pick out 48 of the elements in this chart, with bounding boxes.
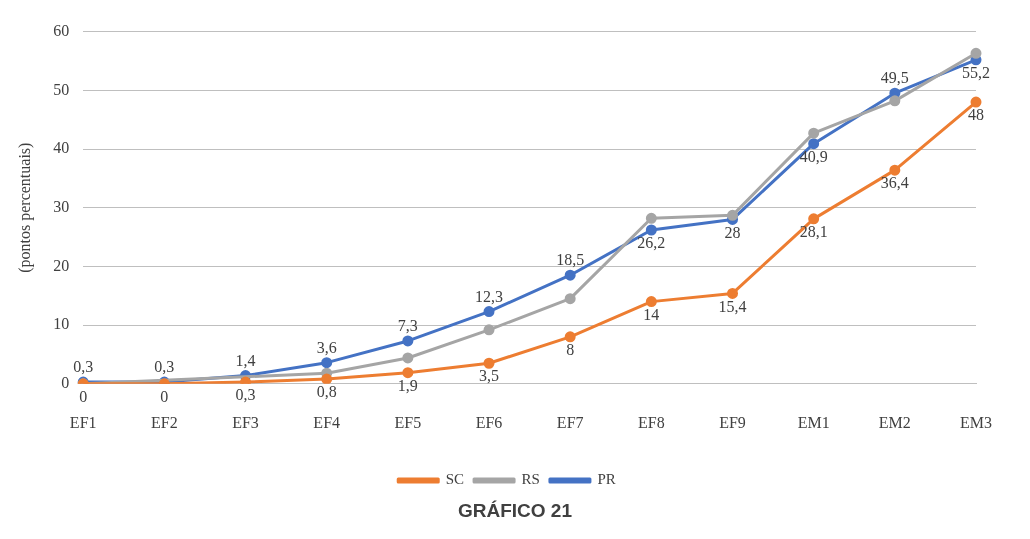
data-label: 1,4 — [235, 351, 256, 369]
data-label: 26,2 — [637, 234, 666, 252]
text: GRÁFICO 21 — [457, 500, 573, 522]
y-tick-label: 30 — [53, 197, 70, 215]
y-tick-label: 20 — [53, 256, 70, 274]
data-label: 3,5 — [479, 367, 500, 385]
data-label: 0 — [160, 388, 169, 405]
x-tick-label: EM3 — [960, 413, 992, 431]
data-label: 8 — [566, 341, 575, 359]
x-tick-label: EF3 — [232, 413, 259, 431]
x-tick-label: EM1 — [797, 413, 830, 431]
y-tick-label: 0 — [61, 374, 70, 391]
x-tick-label: EF6 — [475, 413, 503, 431]
data-label: 0,8 — [316, 383, 337, 401]
y-tick-label: 60 — [53, 21, 70, 39]
data-label: 18,5 — [556, 251, 585, 269]
y-tick-label: 10 — [53, 315, 70, 333]
data-label: 28 — [724, 223, 741, 241]
data-label: 12,3 — [475, 287, 504, 305]
data-label: 28,1 — [799, 223, 828, 241]
data-label: 1,9 — [397, 376, 418, 394]
data-label: 48 — [968, 106, 984, 124]
data-label: 3,6 — [316, 338, 337, 356]
data-label: 55,2 — [962, 63, 990, 81]
legend-label: SC — [445, 471, 465, 488]
data-label: 7,3 — [397, 317, 418, 335]
x-tick-label: EF9 — [719, 413, 746, 431]
y-tick-label: 40 — [53, 139, 70, 157]
x-tick-label: EM2 — [878, 413, 911, 431]
x-tick-label: EF4 — [313, 413, 341, 431]
legend-label: RS — [521, 471, 540, 488]
data-label: 40,9 — [799, 147, 828, 165]
data-label: 14 — [643, 305, 660, 323]
data-label: 36,4 — [880, 174, 909, 192]
data-label: 15,4 — [718, 297, 747, 315]
data-label: 0,3 — [154, 358, 175, 376]
data-label: 0,3 — [73, 358, 94, 376]
x-tick-label: EF5 — [394, 413, 422, 431]
legend-label: PR — [597, 471, 616, 488]
y-axis-title: (pontos percentuais) — [15, 142, 34, 273]
data-label: 0 — [79, 388, 88, 405]
data-label: 49,5 — [880, 69, 909, 87]
x-tick-label: EF7 — [556, 413, 584, 431]
data-label: 0,3 — [235, 386, 256, 404]
x-tick-label: EF1 — [69, 413, 97, 431]
x-tick-label: EF2 — [151, 413, 178, 431]
y-tick-label: 50 — [53, 80, 70, 98]
x-tick-label: EF8 — [638, 413, 665, 431]
